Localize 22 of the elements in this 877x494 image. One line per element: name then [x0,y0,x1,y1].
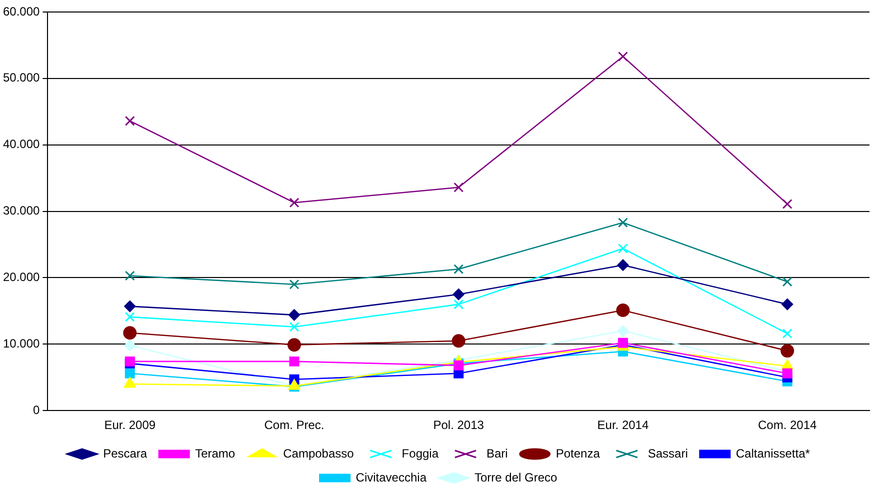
x-tick-label: Eur. 2009 [104,418,156,432]
x-tick-label: Com. 2014 [758,418,817,432]
legend-label: Campobasso [283,446,354,460]
legend-label: Potenza [556,446,600,460]
x-tick-label: Eur. 2014 [597,418,649,432]
legend-label: Caltanissetta* [736,446,810,460]
legend-label: Civitavecchia [356,470,427,484]
legend-label: Bari [486,446,508,460]
legend-label: Pescara [103,446,148,460]
legend-label: Foggia [402,446,439,460]
y-tick-label: 10.000 [3,336,40,350]
legend-label: Torre del Greco [474,470,558,484]
y-tick-label: 50.000 [3,70,40,85]
y-tick-label: 40.000 [3,137,40,152]
x-tick-label: Pol. 2013 [433,418,484,432]
y-tick-label: 20.000 [3,270,40,284]
y-tick-label: 60.000 [3,4,40,18]
legend-label: Teramo [195,446,236,460]
x-tick-label: Com. Prec. [264,418,324,432]
y-tick-label: 0 [33,402,40,417]
legend-label: Sassari [648,446,688,460]
y-tick-label: 30.000 [3,204,40,218]
